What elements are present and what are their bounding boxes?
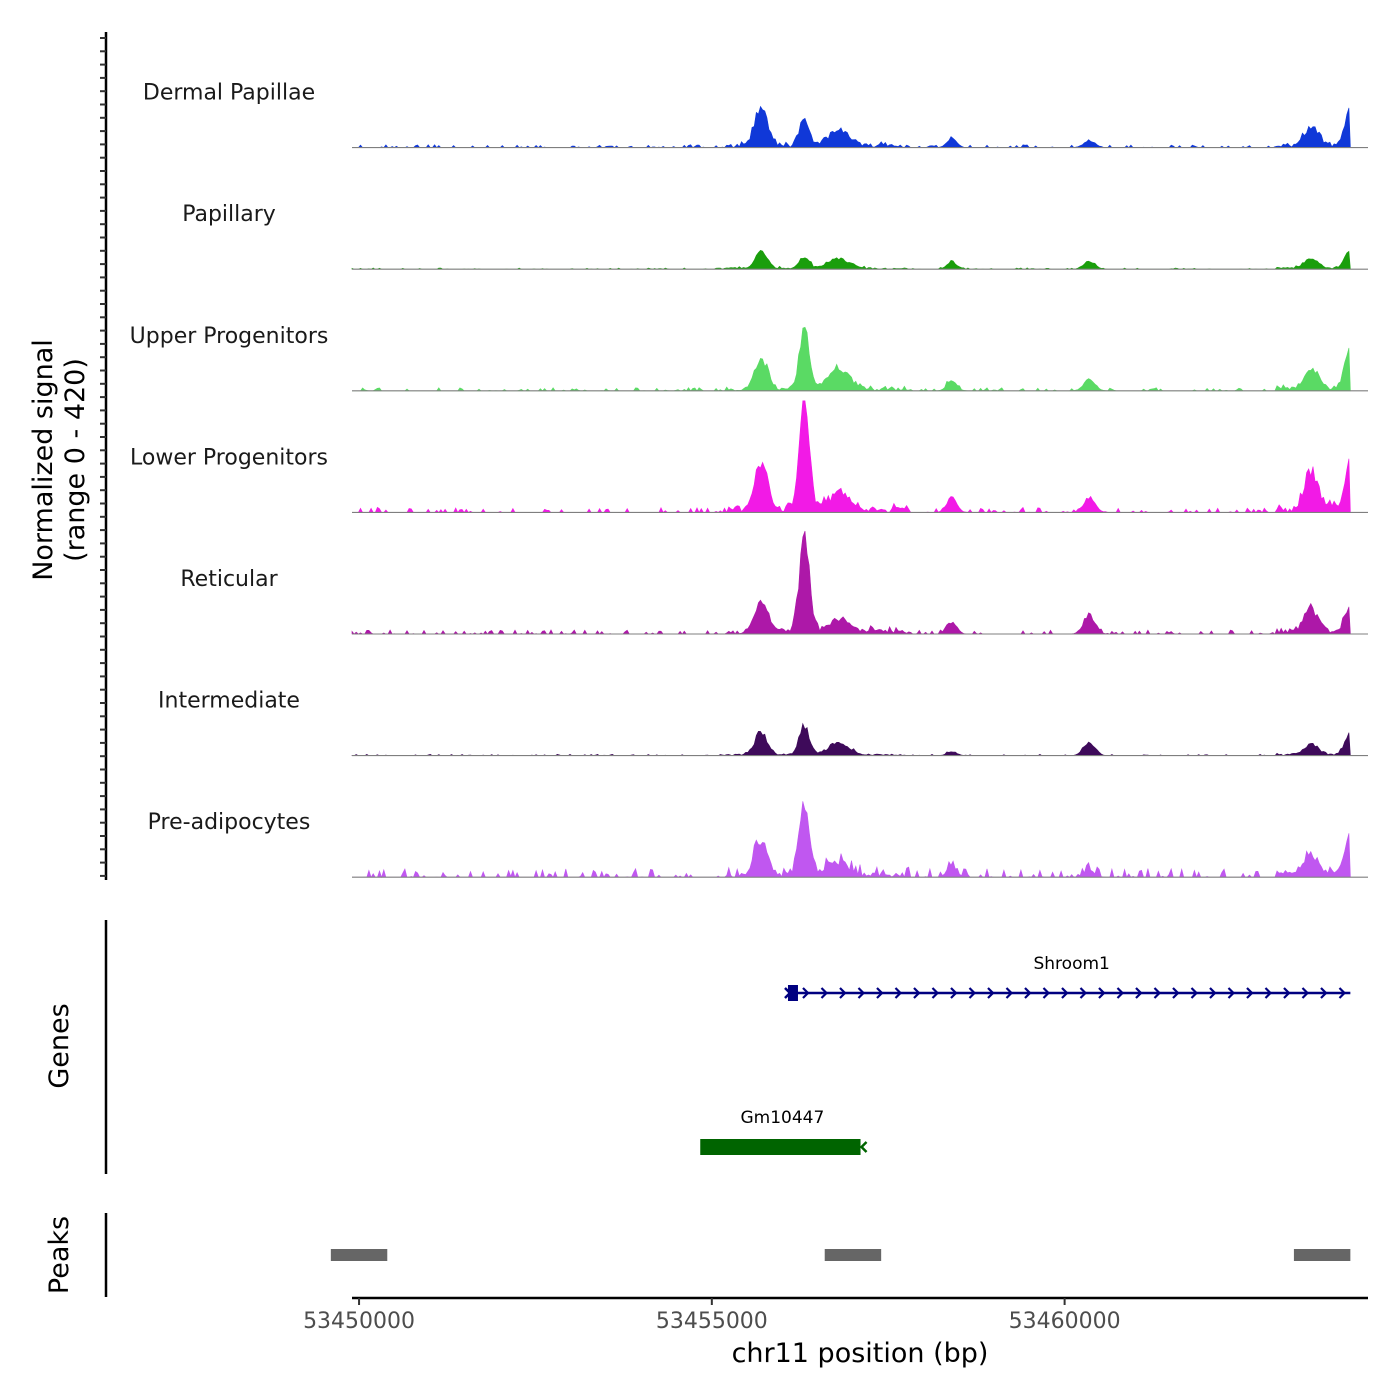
gene-gm10447: Gm10447 — [700, 1108, 868, 1155]
x-tick-label: 53455000 — [656, 1309, 768, 1334]
track-label: Dermal Papillae — [143, 81, 315, 106]
strand-arrow — [1209, 987, 1217, 999]
strand-arrow — [1153, 987, 1162, 999]
strand-arrow — [1264, 987, 1273, 999]
strand-arrow — [820, 987, 829, 999]
track-upper-progenitors: Upper Progenitors — [130, 324, 1368, 392]
gene-start-mark — [784, 987, 792, 999]
strand-arrow — [1005, 987, 1014, 999]
strand-arrow — [1098, 987, 1106, 999]
strand-arrow — [802, 987, 810, 999]
peaks-axis-title: Peaks — [44, 1216, 75, 1294]
strand-arrow — [987, 987, 995, 999]
track-pre-adipocytes: Pre-adipocytes — [148, 801, 1368, 879]
peaks-track — [330, 1249, 1351, 1261]
strand-arrow — [857, 987, 866, 999]
y-axis-title-line2: (range 0 - 420) — [60, 358, 91, 562]
strand-arrow — [1079, 987, 1088, 999]
strand-arrow — [1227, 987, 1236, 999]
strand-arrow — [1338, 987, 1347, 999]
track-label: Pre-adipocytes — [148, 810, 311, 835]
strand-arrow — [1320, 987, 1328, 999]
track-intermediate: Intermediate — [158, 689, 1368, 757]
y-axis-title-line1: Normalized signal — [28, 339, 59, 581]
track-papillary: Papillary — [182, 202, 1368, 270]
strand-arrow — [859, 1141, 868, 1153]
peak-region — [330, 1249, 388, 1261]
track-reticular: Reticular — [180, 530, 1368, 635]
gene-exon — [700, 1139, 861, 1155]
track-label: Lower Progenitors — [130, 445, 328, 470]
genes-axis-title: Genes — [44, 1003, 75, 1088]
track-label: Intermediate — [158, 689, 300, 714]
x-tick-label: 53460000 — [1009, 1309, 1121, 1334]
strand-arrow — [913, 987, 921, 999]
strand-arrow — [1061, 987, 1069, 999]
peak-region — [824, 1249, 882, 1261]
strand-arrow — [1024, 987, 1032, 999]
strand-arrow — [1135, 987, 1143, 999]
strand-arrow — [950, 987, 958, 999]
track-lower-progenitors: Lower Progenitors — [130, 400, 1368, 514]
gene-label: Shroom1 — [1033, 954, 1109, 974]
strand-arrow — [1190, 987, 1199, 999]
strand-arrow — [894, 987, 903, 999]
signal-area-pre-adipocytes — [352, 801, 1351, 879]
genes-track: Shroom1 Gm10447 — [700, 954, 1351, 1155]
gene-label: Gm10447 — [740, 1108, 824, 1128]
strand-arrow — [1042, 987, 1051, 999]
signal-area-lower-progenitors — [352, 400, 1351, 514]
strand-arrow — [1301, 987, 1310, 999]
axes: 53450000 53455000 53460000 — [100, 32, 1368, 1334]
track-dermal-papillae: Dermal Papillae — [143, 81, 1368, 149]
track-label: Papillary — [182, 202, 276, 227]
x-tick-label: 53450000 — [303, 1309, 415, 1334]
strand-arrow — [839, 987, 847, 999]
peak-region — [1293, 1249, 1351, 1261]
signal-area-papillary — [351, 249, 1351, 270]
track-label: Upper Progenitors — [130, 324, 329, 349]
track-label: Reticular — [180, 567, 278, 592]
gene-shroom1: Shroom1 — [784, 954, 1351, 1001]
gene-exon — [787, 985, 798, 1001]
x-axis-title: chr11 position (bp) — [732, 1338, 989, 1369]
strand-arrow — [1246, 987, 1254, 999]
signal-area-dermal-papillae — [352, 105, 1351, 149]
strand-arrow — [1116, 987, 1125, 999]
strand-arrow — [1172, 987, 1180, 999]
strand-arrow — [876, 987, 884, 999]
signal-area-intermediate — [351, 722, 1351, 756]
strand-arrow — [968, 987, 977, 999]
signal-area-reticular — [351, 530, 1351, 635]
signal-area-upper-progenitors — [352, 326, 1351, 392]
strand-arrow — [1283, 987, 1291, 999]
strand-arrow — [931, 987, 940, 999]
signal-tracks: Dermal Papillae Papillary Upper Progenitor… — [130, 81, 1368, 879]
